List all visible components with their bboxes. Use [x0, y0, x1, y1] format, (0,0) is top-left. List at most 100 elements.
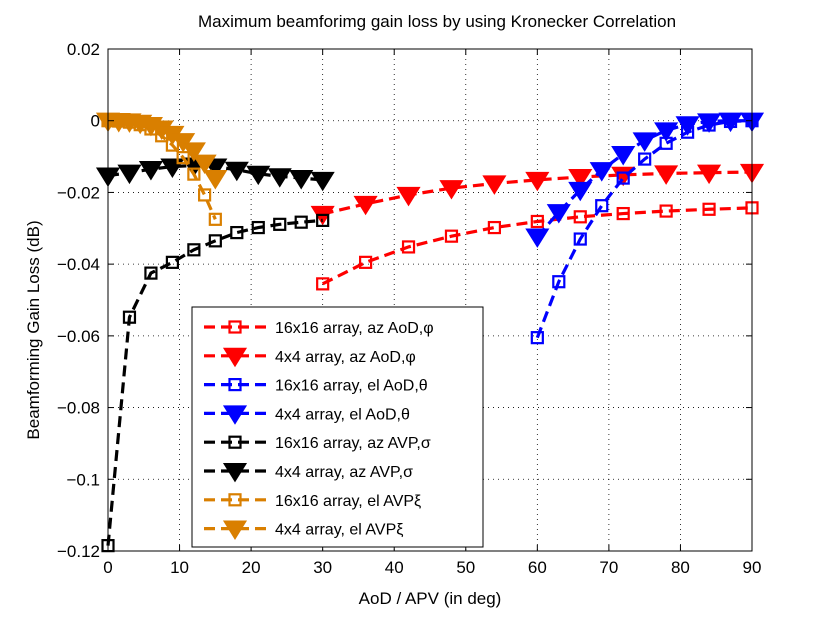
legend-item: 4x4 array, az AoD,φ — [204, 347, 416, 368]
x-tick-label: 60 — [528, 558, 547, 577]
series-4 — [525, 112, 765, 248]
legend-label: 16x16 array, az AVP,σ — [275, 435, 431, 452]
square-point — [251, 220, 265, 235]
series-line — [106, 218, 323, 546]
triangle-point — [353, 195, 378, 216]
axis-ticks: 0 10 20 30 40 50 60 70 80 90 0.02 0 −0.02 −0.04 −0.06 −… — [57, 40, 761, 577]
legend-marker — [228, 435, 242, 449]
triangle-point — [675, 116, 700, 136]
x-tick-label: 80 — [671, 558, 690, 577]
triangle-point — [589, 162, 614, 182]
triangle-point — [611, 146, 636, 166]
square-point — [208, 212, 222, 226]
legend-label: 4x4 array, az AoD,φ — [275, 349, 416, 366]
legend-marker — [228, 493, 242, 507]
legend-label: 4x4 array, az AVP,σ — [275, 464, 413, 481]
square-point — [573, 232, 587, 246]
square-point — [487, 220, 501, 235]
triangle-point — [546, 204, 571, 224]
y-tick-label: −0.08 — [57, 399, 100, 418]
legend-label: 16x16 array, el AVPξ — [275, 493, 421, 510]
triangle-point — [654, 165, 679, 185]
plot-frame — [107, 48, 753, 552]
x-tick-label: 10 — [170, 558, 189, 577]
chart-title: Maximum beamforimg gain loss by using Kr… — [198, 12, 676, 31]
triangle-point — [246, 165, 271, 186]
legend-label: 16x16 array, el AoD,θ — [275, 378, 428, 395]
square-point — [659, 204, 673, 218]
square-point — [316, 277, 330, 291]
y-tick-label: 0 — [91, 112, 100, 131]
triangle-point — [482, 175, 507, 195]
square-point — [616, 171, 630, 185]
triangle-point — [224, 161, 249, 182]
legend-marker — [222, 347, 248, 368]
triangle-point — [697, 164, 722, 185]
square-point — [273, 217, 287, 231]
y-tick-label: −0.02 — [57, 183, 100, 202]
triangle-point — [697, 113, 722, 133]
triangle-point — [192, 154, 217, 175]
square-point — [230, 225, 244, 240]
square-point — [595, 199, 609, 213]
triangle-point — [203, 170, 228, 190]
square-point — [702, 202, 716, 216]
y-tick-label: −0.12 — [57, 542, 100, 561]
square-point — [359, 255, 373, 269]
legend-marker — [222, 462, 248, 483]
y-tick-label: −0.04 — [57, 255, 100, 274]
series-5 — [101, 213, 330, 553]
square-point — [208, 234, 222, 248]
triangle-point — [117, 164, 142, 185]
series-line — [535, 119, 753, 339]
y-tick-label: −0.06 — [57, 327, 100, 346]
triangle-point — [181, 142, 206, 162]
legend-item: 4x4 array, el AVPξ — [204, 520, 403, 540]
y-tick-label: −0.1 — [66, 470, 100, 489]
x-tick-label: 70 — [599, 558, 618, 577]
square-point — [122, 310, 137, 324]
triangle-point — [525, 171, 550, 192]
triangle-point — [654, 122, 679, 142]
series-8 — [95, 112, 228, 190]
legend-item: 4x4 array, az AVP,σ — [204, 462, 413, 483]
triangle-point — [568, 181, 593, 202]
legend-item: 4x4 array, el AoD,θ — [204, 405, 410, 425]
triangle-point — [396, 186, 421, 207]
legend-marker — [228, 320, 242, 334]
legend: 16x16 array, az AoD,φ 4x4 array, az AoD,φ… — [191, 306, 484, 548]
triangle-point — [310, 171, 335, 192]
y-axis-label: Beamforming Gain Loss (dB) — [24, 220, 43, 439]
x-tick-label: 40 — [385, 558, 404, 577]
square-point — [444, 229, 459, 243]
square-point — [552, 275, 566, 289]
triangle-point — [525, 228, 550, 248]
square-point — [198, 188, 212, 202]
square-point — [530, 214, 544, 229]
legend-marker — [222, 405, 248, 425]
legend-label: 4x4 array, el AVPξ — [275, 522, 403, 539]
legend-item: 16x16 array, el AVPξ — [204, 493, 421, 510]
legend-item: 16x16 array, az AoD,φ — [204, 320, 434, 337]
square-point — [187, 243, 201, 257]
x-axis-label: AoD / APV (in deg) — [359, 589, 502, 608]
series-line — [321, 206, 753, 286]
square-point — [187, 167, 201, 181]
series-line — [322, 170, 753, 216]
legend-marker — [222, 520, 248, 540]
triangle-point — [267, 168, 292, 188]
triangle-point — [632, 132, 657, 152]
legend-box — [191, 306, 484, 548]
square-point — [144, 266, 158, 280]
square-point — [294, 215, 308, 229]
triangle-point — [138, 161, 163, 181]
x-tick-label: 20 — [242, 558, 261, 577]
square-point — [616, 206, 630, 221]
x-tick-label: 0 — [103, 558, 112, 577]
x-tick-label: 30 — [313, 558, 332, 577]
square-point — [316, 213, 330, 227]
grid — [108, 49, 752, 551]
square-point — [401, 240, 416, 254]
y-tick-label: 0.02 — [67, 40, 100, 59]
